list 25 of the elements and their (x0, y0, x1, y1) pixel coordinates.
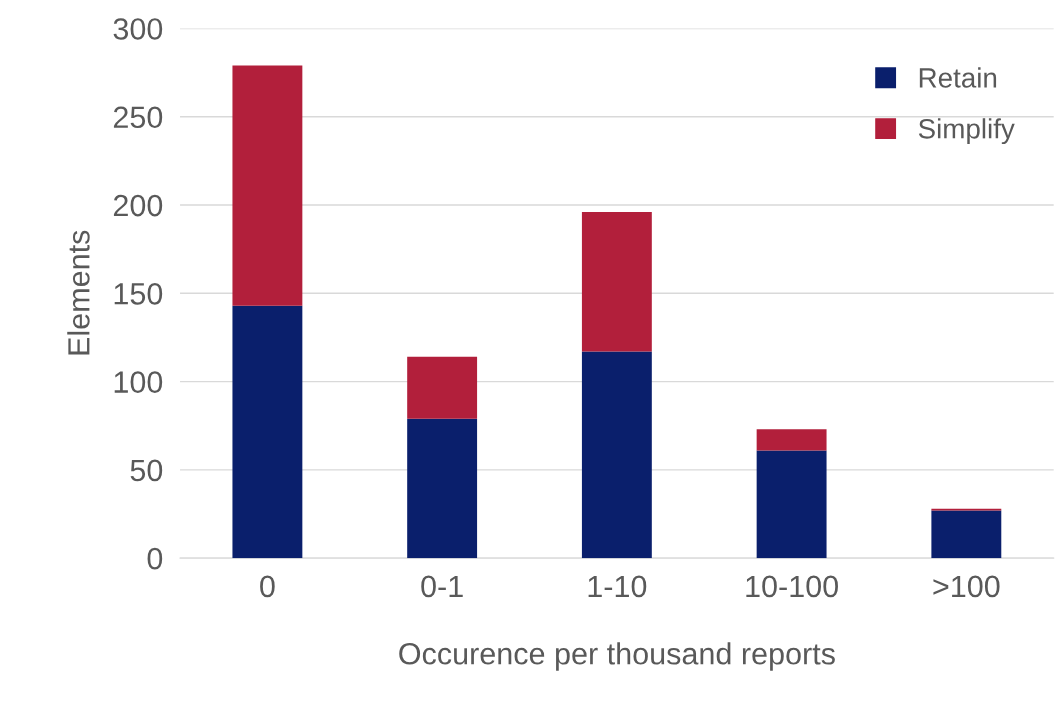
y-tick-label: 0 (147, 547, 163, 570)
bar (232, 305, 303, 559)
y-tick-label: 200 (113, 194, 163, 217)
legend-label: Simplify (918, 118, 1015, 145)
bar (931, 510, 1002, 559)
x-tick-label: 1-10 (588, 575, 647, 598)
bar (756, 450, 827, 559)
x-tick-label: >100 (933, 575, 1000, 598)
bar (581, 212, 652, 352)
bar (756, 429, 827, 451)
x-tick-label: 10-100 (746, 575, 838, 598)
bar (232, 65, 303, 306)
bar (407, 418, 478, 559)
y-tick-label: 150 (114, 283, 163, 305)
y-tick-label: 250 (113, 106, 163, 129)
legend-label: Retain (919, 67, 997, 88)
x-tick-label: 0-1 (421, 575, 463, 598)
y-tick-label: 100 (114, 371, 163, 393)
x-tick-label: 0 (260, 575, 275, 598)
y-tick-label: 50 (130, 459, 163, 482)
bar (581, 351, 652, 559)
bar (407, 356, 478, 419)
x-axis-title: Occurence per thousand reports (399, 642, 835, 671)
y-axis-title: Elements (67, 230, 90, 355)
y-tick-label: 300 (113, 18, 163, 40)
